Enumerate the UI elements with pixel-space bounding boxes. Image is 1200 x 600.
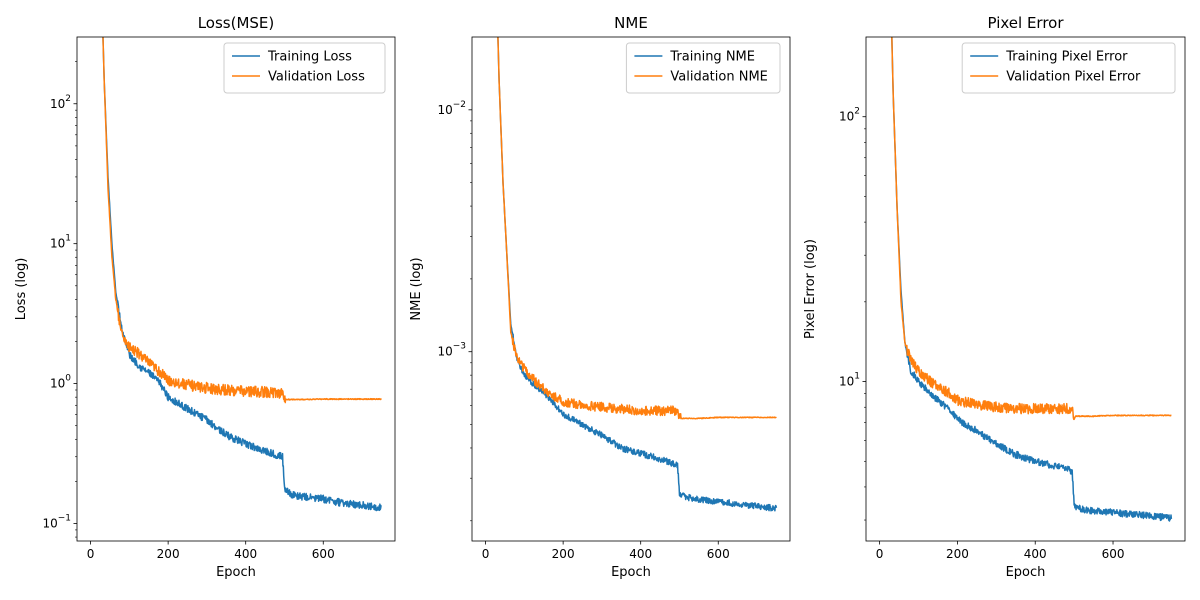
y-tick-mantissa: 10 [50,377,65,391]
x-tick-label: 0 [876,547,884,561]
y-tick-mantissa: 10 [437,345,452,359]
legend-box [625,42,781,94]
y-tick-mantissa: 10 [839,110,854,124]
y-tick-exponent: 2 [854,107,860,117]
series-line-training-pixel-error [891,37,1173,522]
x-tick-label: 600 [312,547,335,561]
y-tick-label: 101 [50,234,71,251]
x-tick-label: 400 [234,547,257,561]
y-axis-label: NME (log) [409,257,424,320]
chart-title: NME [614,14,648,32]
x-tick-label: 0 [482,547,490,561]
legend-label: Training Loss [267,50,352,65]
series-group [891,37,1173,522]
y-tick-label: 10−3 [437,342,466,359]
legend-label: Validation Loss [268,70,365,85]
legend-label: Validation Pixel Error [1006,70,1141,85]
chart-title: Loss(MSE) [198,14,275,32]
y-tick-exponent: 0 [65,374,71,384]
series-group [497,37,778,512]
legend-box [223,42,386,94]
series-line-validation-pixel-error [891,37,1172,421]
x-axis-label: Epoch [1006,565,1046,580]
x-axis-label: Epoch [611,565,651,580]
y-tick-mantissa: 10 [839,375,854,389]
y-tick-exponent: −3 [453,342,466,352]
x-tick-label: 600 [707,547,730,561]
series-line-training-loss [102,37,382,512]
legend: Training Loss Validation Loss [223,42,386,94]
y-tick-exponent: −2 [453,100,466,110]
series-group [102,37,382,512]
legend-label: Training NME [669,50,755,65]
legend: Training NME Validation NME [625,42,781,94]
y-tick-mantissa: 10 [42,517,57,531]
y-tick-label: 10−2 [437,100,466,117]
y-tick-label: 10−1 [42,514,71,531]
y-tick-exponent: 2 [65,94,71,104]
legend-box [961,42,1176,94]
y-tick-exponent: 1 [854,372,860,382]
x-tick-label: 0 [87,547,95,561]
axes-frame [471,36,791,542]
y-tick-exponent: −1 [58,514,71,524]
x-tick-label: 600 [1102,547,1125,561]
y-tick-label: 102 [50,94,71,111]
y-tick-mantissa: 10 [50,237,65,251]
y-tick-exponent: 1 [65,234,71,244]
y-tick-mantissa: 10 [50,97,65,111]
axes-frame [76,36,396,542]
y-tick-label: 101 [839,372,860,389]
y-axis-label: Loss (log) [14,258,29,321]
series-line-validation-nme [497,37,777,420]
legend: Training Pixel Error Validation Pixel Err… [961,42,1176,94]
x-tick-label: 200 [157,547,180,561]
x-axis-label: Epoch [216,565,256,580]
y-axis-label: Pixel Error (log) [803,239,818,339]
axes-frame [865,36,1186,542]
y-tick-mantissa: 10 [437,103,452,117]
x-tick-label: 200 [552,547,575,561]
y-tick-label: 102 [839,107,860,124]
chart-title: Pixel Error [987,14,1064,32]
x-tick-label: 400 [1024,547,1047,561]
series-line-validation-loss [102,37,382,404]
x-tick-label: 200 [946,547,969,561]
x-tick-label: 400 [629,547,652,561]
legend-label: Training Pixel Error [1005,50,1128,65]
y-tick-label: 100 [50,374,71,391]
legend-label: Validation NME [670,70,767,85]
